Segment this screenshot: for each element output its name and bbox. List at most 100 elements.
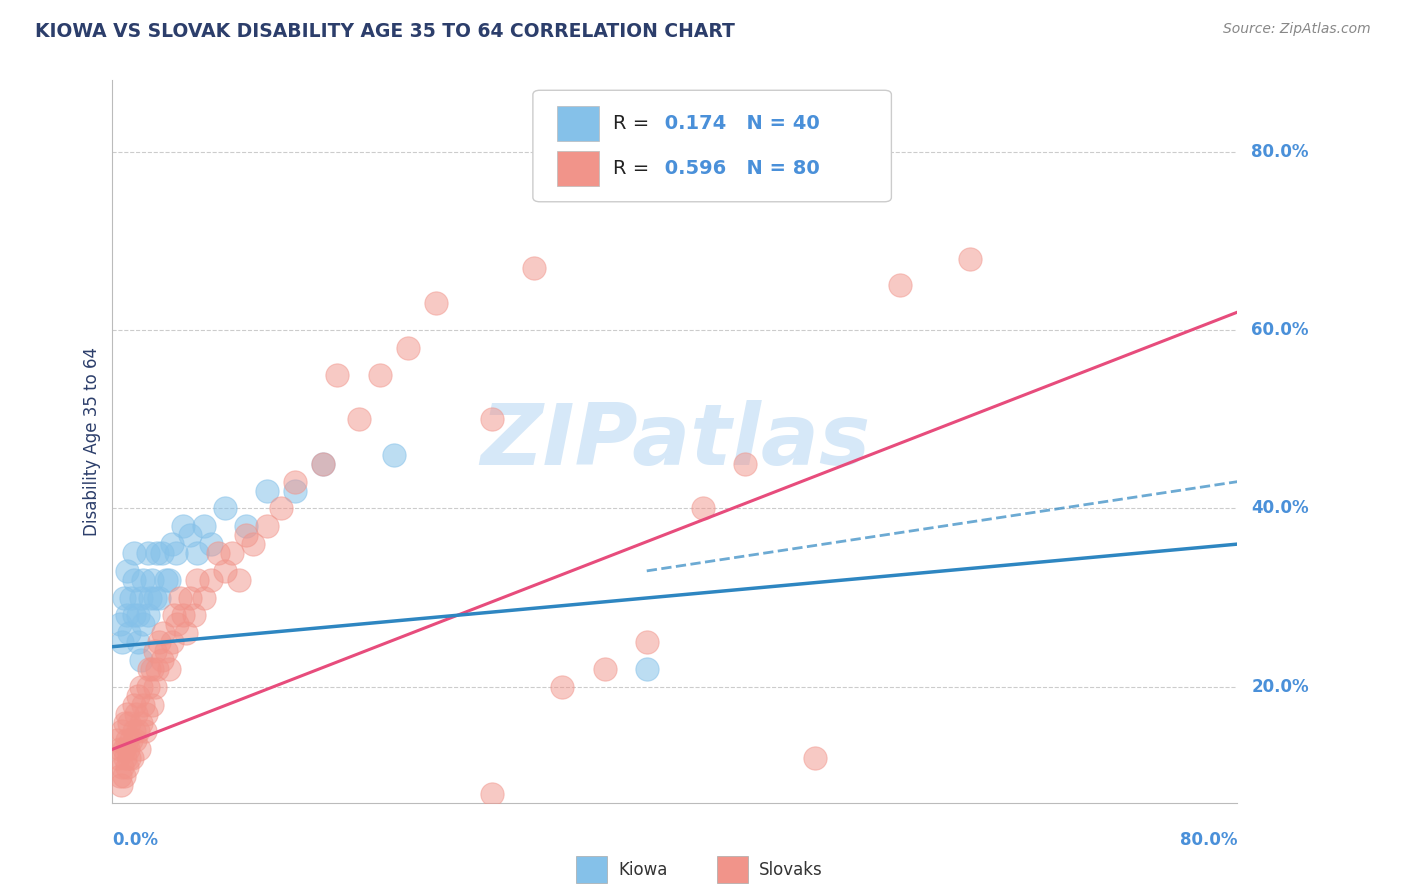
Point — [108, 742, 131, 756]
Point — [136, 608, 159, 623]
Point — [136, 546, 159, 560]
Text: Slovaks: Slovaks — [759, 861, 823, 879]
Text: 0.596   N = 80: 0.596 N = 80 — [658, 159, 820, 178]
Point — [382, 448, 405, 462]
Point — [160, 537, 183, 551]
Text: 40.0%: 40.0% — [1251, 500, 1309, 517]
Point — [152, 626, 174, 640]
Point — [636, 635, 658, 649]
Point — [112, 742, 135, 756]
Point — [120, 591, 142, 605]
Point — [128, 742, 150, 756]
Point — [183, 608, 205, 623]
Point — [129, 715, 152, 730]
Point — [111, 635, 134, 649]
Point — [146, 546, 169, 560]
Point — [193, 591, 215, 605]
Point — [165, 546, 187, 560]
Point — [155, 573, 177, 587]
Point — [174, 626, 197, 640]
Point — [734, 457, 756, 471]
Point — [157, 662, 180, 676]
Point — [118, 626, 141, 640]
Point — [127, 635, 149, 649]
Point — [169, 591, 191, 605]
Text: Kiowa: Kiowa — [619, 861, 668, 879]
Point — [114, 751, 136, 765]
Point — [110, 778, 132, 792]
Point — [889, 278, 911, 293]
Point — [139, 591, 162, 605]
Point — [160, 635, 183, 649]
Point — [163, 608, 186, 623]
Point — [692, 501, 714, 516]
Point — [551, 680, 574, 694]
Point — [146, 662, 169, 676]
Point — [481, 412, 503, 426]
Point — [284, 483, 307, 498]
Point — [118, 715, 141, 730]
Point — [141, 573, 163, 587]
Point — [127, 689, 149, 703]
Point — [172, 519, 194, 533]
Text: ZIPatlas: ZIPatlas — [479, 400, 870, 483]
Text: R =: R = — [613, 114, 655, 133]
Point — [122, 573, 145, 587]
Point — [108, 617, 131, 632]
Point — [122, 724, 145, 739]
Point — [134, 724, 156, 739]
Point — [312, 457, 335, 471]
Point — [136, 680, 159, 694]
Point — [242, 537, 264, 551]
Point — [481, 787, 503, 801]
Text: 0.0%: 0.0% — [112, 830, 159, 848]
Point — [326, 368, 349, 382]
Point — [347, 412, 370, 426]
Point — [148, 635, 170, 649]
Point — [270, 501, 292, 516]
Point — [132, 698, 155, 712]
Point — [172, 608, 194, 623]
Point — [207, 546, 229, 560]
Point — [111, 724, 134, 739]
Point — [132, 617, 155, 632]
Point — [143, 644, 166, 658]
Point — [115, 733, 138, 747]
Point — [368, 368, 391, 382]
Point — [804, 751, 827, 765]
Point — [112, 769, 135, 783]
Point — [111, 760, 134, 774]
Point — [200, 537, 222, 551]
Point — [186, 573, 208, 587]
Y-axis label: Disability Age 35 to 64: Disability Age 35 to 64 — [83, 347, 101, 536]
Point — [256, 519, 278, 533]
Point — [120, 733, 142, 747]
Point — [135, 706, 157, 721]
Point — [129, 591, 152, 605]
Point — [132, 573, 155, 587]
Point — [141, 662, 163, 676]
Point — [125, 706, 148, 721]
Point — [214, 564, 236, 578]
Point — [214, 501, 236, 516]
Point — [141, 698, 163, 712]
Point — [143, 591, 166, 605]
Point — [122, 698, 145, 712]
Point — [112, 591, 135, 605]
Point — [179, 528, 201, 542]
Point — [115, 760, 138, 774]
Point — [157, 573, 180, 587]
Point — [129, 680, 152, 694]
Point — [235, 519, 257, 533]
Point — [166, 617, 188, 632]
Text: 80.0%: 80.0% — [1251, 143, 1309, 161]
Point — [186, 546, 208, 560]
Point — [115, 564, 138, 578]
Point — [228, 573, 250, 587]
Point — [105, 733, 128, 747]
Point — [200, 573, 222, 587]
Point — [593, 662, 616, 676]
Point — [284, 475, 307, 489]
Point — [148, 591, 170, 605]
Point — [107, 751, 129, 765]
